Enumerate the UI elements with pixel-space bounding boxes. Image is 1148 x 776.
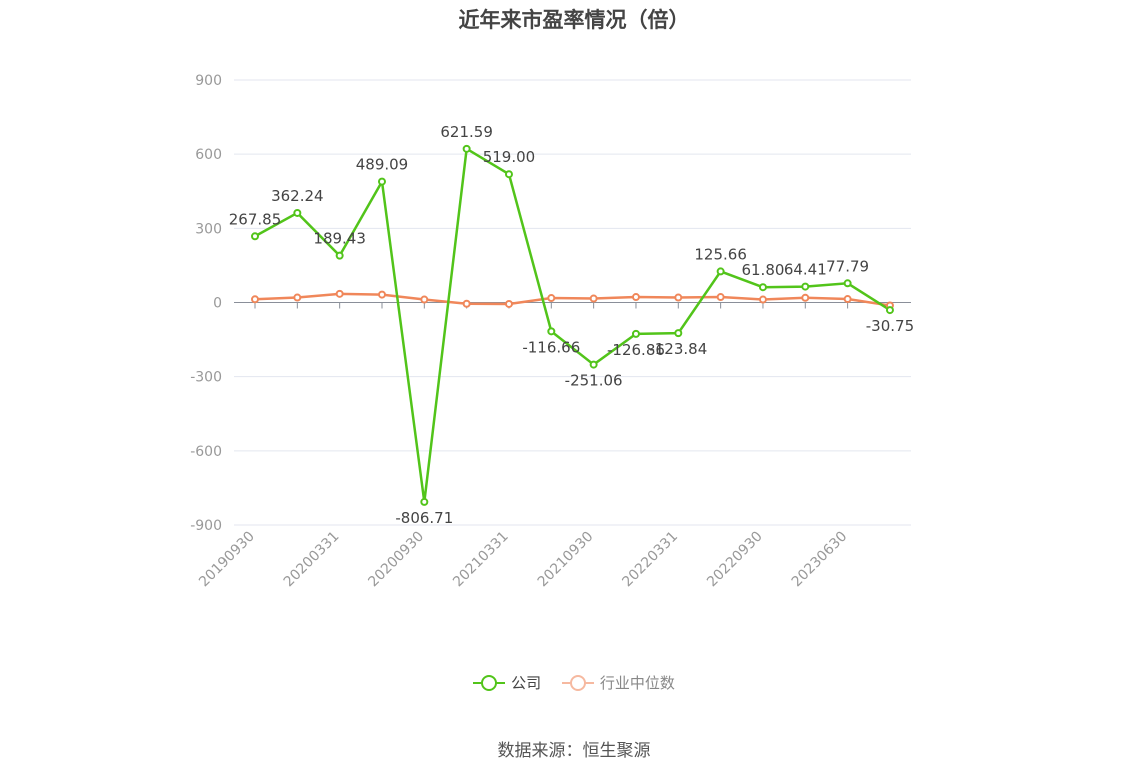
data-labels: 267.85 362.24 189.43 489.09 -806.71 621.59 519…	[229, 123, 914, 527]
data-point	[843, 279, 852, 288]
data-label: 519.00	[483, 148, 536, 166]
data-label: 77.79	[826, 257, 869, 275]
data-point	[547, 327, 556, 336]
data-point	[589, 294, 598, 303]
data-point	[293, 293, 302, 302]
source-note: 数据来源：恒生聚源	[497, 741, 651, 761]
x-tick-label: 20200930	[365, 529, 427, 591]
data-point	[335, 251, 344, 260]
x-tick-label: 20200331	[281, 529, 343, 591]
legend-label-industry-median: 行业中位数	[599, 674, 675, 692]
y-tick-label: -900	[190, 518, 222, 534]
data-point	[462, 299, 471, 308]
data-label: 64.41	[784, 261, 827, 279]
data-label: -116.66	[522, 338, 580, 356]
x-tick-label: 20210331	[450, 529, 512, 591]
data-label: 125.66	[694, 245, 747, 263]
legend-swatch-industry-median	[561, 674, 594, 691]
x-tick-label: 20220930	[704, 529, 766, 591]
y-tick-label: -300	[190, 370, 222, 386]
data-point	[716, 293, 725, 302]
data-point	[293, 208, 302, 217]
legend-item-company[interactable]: 公司	[473, 672, 541, 693]
y-tick-label: 900	[195, 73, 222, 89]
data-point	[251, 232, 259, 241]
data-point	[462, 144, 471, 153]
data-label: -251.06	[565, 372, 623, 390]
chart-title: 近年来市盈率情况（倍）	[458, 8, 690, 32]
data-point	[674, 293, 683, 302]
data-label: 621.59	[440, 123, 493, 141]
data-point	[377, 177, 386, 186]
data-point	[251, 295, 259, 304]
data-point	[801, 282, 810, 291]
x-tick-label: 20220331	[619, 529, 681, 591]
data-point	[547, 294, 556, 303]
data-point	[589, 360, 598, 369]
legend-item-industry-median[interactable]: 行业中位数	[561, 672, 675, 693]
y-tick-label: 0	[213, 296, 222, 312]
data-point	[631, 329, 640, 338]
series-line-1	[254, 292, 891, 307]
legend-swatch-company	[473, 674, 506, 691]
data-label: 489.09	[356, 156, 409, 174]
y-tick-label: -600	[190, 444, 222, 460]
data-label: 362.24	[271, 187, 324, 205]
series-points	[251, 144, 894, 506]
data-point	[504, 299, 513, 308]
series-line-0	[254, 146, 891, 503]
data-point	[885, 306, 894, 315]
data-point	[377, 290, 386, 299]
data-point	[758, 295, 767, 304]
data-label: 189.43	[313, 230, 366, 248]
data-point	[420, 295, 429, 304]
data-point	[631, 293, 640, 302]
legend: 公司 行业中位数	[0, 672, 1148, 695]
x-tick-label: 20190930	[196, 529, 258, 591]
x-tick-label: 20230630	[789, 529, 851, 591]
data-label: 267.85	[229, 210, 282, 228]
data-point	[674, 329, 683, 338]
data-label: -123.84	[649, 340, 707, 358]
data-label: -30.75	[866, 317, 914, 335]
data-point	[801, 293, 810, 302]
data-label: -806.71	[395, 509, 453, 527]
y-tick-label: 600	[195, 147, 222, 163]
y-axis-ticks: 900 600 300 0 -300 -600 -900	[190, 73, 222, 534]
data-point	[504, 170, 513, 179]
data-point	[758, 283, 767, 292]
series-lines	[254, 146, 891, 503]
legend-label-company: 公司	[511, 674, 542, 692]
y-tick-label: 300	[195, 221, 222, 237]
data-point	[420, 497, 429, 506]
data-label: 61.80	[741, 261, 784, 279]
x-tick-label: 20210930	[535, 529, 597, 591]
data-point	[335, 289, 344, 298]
data-point	[716, 267, 725, 276]
data-label: -126.86	[607, 341, 665, 359]
data-point	[843, 295, 852, 304]
